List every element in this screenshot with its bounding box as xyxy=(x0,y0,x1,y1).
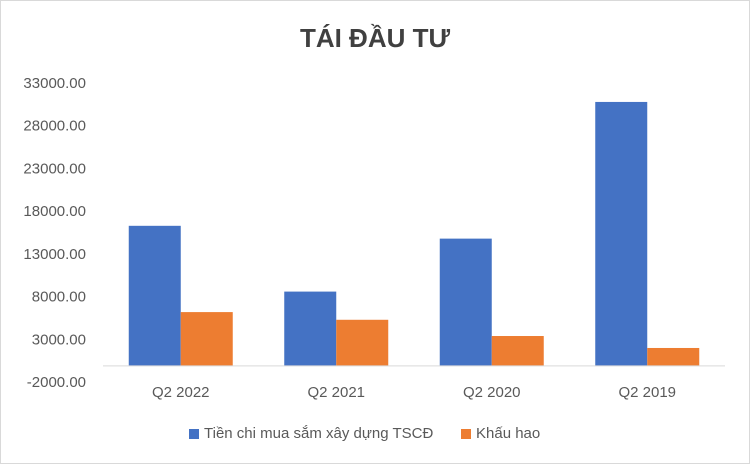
x-tick-label: Q2 2022 xyxy=(152,384,210,401)
chart-title: TÁI ĐẦU TƯ xyxy=(300,23,451,53)
y-tick-label: 8000.00 xyxy=(32,289,86,306)
y-tick-label: 18000.00 xyxy=(23,203,86,220)
y-tick-label: 33000.00 xyxy=(23,75,86,92)
y-tick-label: 13000.00 xyxy=(23,246,86,263)
legend-swatch xyxy=(461,429,471,439)
y-tick-label: 28000.00 xyxy=(23,118,86,135)
legend-label: Tiền chi mua sắm xây dựng TSCĐ xyxy=(204,425,433,442)
y-tick-label: 3000.00 xyxy=(32,331,86,348)
bar xyxy=(491,336,544,366)
legend-label: Khấu hao xyxy=(476,425,540,442)
bar xyxy=(647,347,700,366)
y-tick-label: -2000.00 xyxy=(27,374,86,391)
x-tick-label: Q2 2020 xyxy=(463,384,521,401)
bar xyxy=(336,319,389,366)
legend-swatch xyxy=(189,429,199,439)
bar xyxy=(595,101,648,366)
bar xyxy=(180,312,233,366)
bar xyxy=(439,238,492,366)
bar xyxy=(284,291,337,366)
bar xyxy=(128,225,181,366)
x-tick-label: Q2 2019 xyxy=(618,384,676,401)
x-tick-label: Q2 2021 xyxy=(307,384,365,401)
y-tick-label: 23000.00 xyxy=(23,160,86,177)
